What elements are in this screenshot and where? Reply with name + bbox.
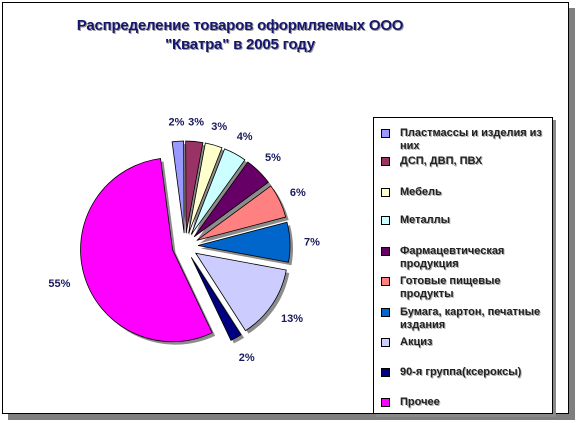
legend-label: Мебель: [400, 186, 442, 198]
data-label: 3%: [188, 116, 204, 128]
pie-slice: [185, 140, 204, 234]
pie-slice: [171, 140, 185, 234]
legend-swatch: [381, 338, 390, 347]
data-label: 4%: [237, 131, 253, 143]
pie-slice: [190, 148, 246, 235]
data-label: 2%: [239, 352, 255, 364]
data-label: 13%: [281, 313, 303, 325]
legend-swatch: [381, 398, 390, 407]
legend-label: Фармацевтическая продукция: [400, 245, 505, 270]
legend-swatch: [381, 368, 390, 377]
legend-swatch: [381, 157, 390, 166]
legend-label: Готовые пищевые продукты: [400, 275, 501, 300]
legend-label: Металлы: [400, 214, 451, 226]
legend-swatch: [381, 247, 390, 256]
pie-slice: [194, 252, 287, 332]
legend-label: Бумага, картон, печатные издания: [400, 306, 541, 331]
pie-slice: [197, 221, 291, 263]
data-label: 5%: [265, 152, 281, 164]
chart-title-line-1: Распределение товаров оформляемых ООО: [76, 17, 404, 34]
legend-swatch: [381, 188, 390, 197]
chart-title-line-2: "Кватра" в 2005 году: [165, 36, 315, 53]
pie-slice: [190, 257, 242, 341]
data-label: 7%: [304, 236, 320, 248]
legend-label: Прочее: [400, 396, 440, 408]
data-label: 2%: [169, 116, 185, 128]
data-label: 6%: [290, 187, 306, 199]
legend-label: Пластмассы и изделия из них: [400, 127, 542, 152]
chart-title: Распределение товаров оформляемых ООО "К…: [60, 16, 420, 54]
pie-slice: [188, 142, 223, 234]
legend-label: 90-я группа(ксероксы): [400, 366, 522, 378]
legend-swatch: [381, 129, 390, 138]
pie-slice: [193, 161, 269, 238]
legend-swatch: [381, 216, 390, 225]
legend: Пластмассы и изделия из них ДСП, ДВП, ПВХ…: [373, 117, 553, 414]
legend-label: Акциз: [400, 336, 433, 348]
data-label: 3%: [211, 121, 227, 133]
pie-slice: [196, 185, 287, 241]
data-label: 55%: [48, 278, 70, 290]
legend-swatch: [381, 308, 390, 317]
legend-swatch: [381, 277, 390, 286]
legend-label: ДСП, ДВП, ПВХ: [400, 155, 483, 167]
pie-slice: [80, 158, 213, 343]
